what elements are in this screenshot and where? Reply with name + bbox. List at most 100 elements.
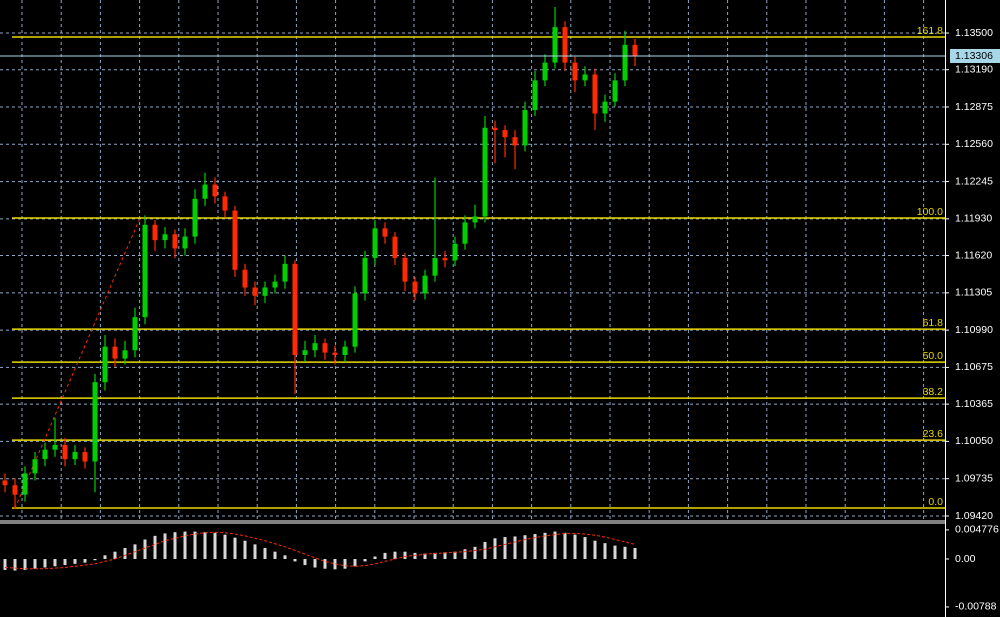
y-tick-label: 1.13500	[955, 27, 993, 39]
macd-bar	[473, 546, 477, 559]
candle-body	[362, 257, 368, 294]
macd-bar	[163, 533, 167, 559]
fib-level-label: 50.0	[923, 350, 944, 362]
macd-bar	[303, 558, 307, 566]
candle-body	[122, 350, 128, 359]
macd-bar	[223, 534, 227, 559]
candle-body	[592, 74, 598, 114]
candle-body	[432, 257, 438, 276]
macd-bar	[353, 558, 357, 567]
candle-body	[342, 346, 348, 355]
macd-bar	[413, 552, 417, 559]
macd-bar	[493, 538, 497, 559]
candle-body	[82, 452, 88, 462]
macd-bar	[503, 537, 507, 559]
candle-body	[522, 109, 528, 146]
candle-body	[62, 444, 68, 460]
candle-body	[372, 228, 378, 258]
candle-body	[262, 287, 268, 296]
candle-body	[242, 269, 248, 288]
candle-body	[102, 346, 108, 383]
macd-bar	[623, 546, 627, 559]
macd-bar	[603, 543, 607, 559]
fib-level-label: 23.6	[923, 428, 944, 440]
macd-bar	[593, 540, 597, 559]
macd-bar	[33, 558, 37, 569]
macd-bar	[533, 534, 537, 559]
y-tick-label: 1.10675	[955, 361, 993, 373]
candle-body	[502, 130, 508, 138]
macd-bar	[43, 558, 47, 568]
macd-bar	[3, 558, 7, 570]
macd-bar	[543, 532, 547, 559]
macd-bar	[203, 532, 207, 559]
macd-bar	[173, 532, 177, 559]
candle-body	[612, 80, 618, 102]
macd-bar	[583, 537, 587, 559]
macd-bar	[373, 556, 377, 559]
macd-bar	[73, 558, 77, 564]
last-price-box	[950, 48, 1000, 63]
macd-bar	[53, 558, 57, 567]
candle-body	[442, 257, 448, 261]
candle-body	[482, 127, 488, 217]
candle-body	[462, 222, 468, 244]
candle-body	[562, 27, 568, 63]
candle-body	[512, 137, 518, 146]
candle-body	[172, 234, 178, 249]
candle-body	[212, 184, 218, 197]
candle-body	[352, 293, 358, 347]
fib-level-label: 161.8	[917, 25, 943, 37]
fib-level-label: 61.8	[923, 317, 944, 329]
fib-anchor-line	[14, 217, 141, 509]
candle-body	[582, 74, 588, 81]
last-price-label: 1.13306	[955, 50, 993, 62]
macd-bar	[513, 536, 517, 559]
y-tick-label: 1.09735	[955, 472, 993, 484]
macd-bar	[463, 549, 467, 559]
candle-body	[182, 236, 188, 249]
macd-bar	[233, 537, 237, 559]
macd-bar	[123, 548, 127, 559]
candle-body	[632, 44, 638, 56]
candle-body	[232, 210, 238, 270]
y-tick-label: 1.12560	[955, 138, 993, 150]
macd-bar	[613, 545, 617, 559]
macd-bar	[433, 552, 437, 559]
candle-body	[312, 343, 318, 351]
candle-body	[292, 263, 298, 355]
candle-body	[392, 236, 398, 258]
macd-bar	[563, 532, 567, 559]
y-tick-label: 1.11620	[955, 249, 992, 261]
candle-body	[532, 80, 538, 110]
macd-bar	[283, 555, 287, 559]
macd-bar	[213, 532, 217, 559]
macd-bar	[153, 535, 157, 559]
macd-bar	[363, 558, 367, 562]
candle-body	[92, 382, 98, 462]
candle-body	[252, 287, 258, 296]
y-tick-label: -0.00788	[955, 601, 997, 613]
candle-body	[622, 44, 628, 81]
macd-bar	[313, 558, 317, 568]
y-tick-label: 1.12875	[955, 101, 993, 113]
candle-body	[552, 27, 558, 63]
macd-bar	[193, 531, 197, 559]
macd-bar	[293, 558, 297, 562]
candle-body	[132, 317, 138, 351]
candle-body	[152, 224, 158, 241]
macd-bar	[263, 548, 267, 559]
candle-body	[42, 449, 48, 460]
macd-bar	[343, 558, 347, 569]
macd-bar	[183, 531, 187, 559]
macd-bar	[553, 531, 557, 559]
candle-body	[22, 473, 28, 495]
candle-body	[422, 275, 428, 294]
macd-bar	[253, 544, 257, 559]
candle-body	[402, 257, 408, 282]
macd-bar	[633, 548, 637, 559]
y-tick-label: 1.10365	[955, 398, 993, 410]
y-tick-label: 1.13190	[955, 64, 993, 76]
macd-bar	[333, 558, 337, 570]
candle-body	[162, 234, 168, 241]
